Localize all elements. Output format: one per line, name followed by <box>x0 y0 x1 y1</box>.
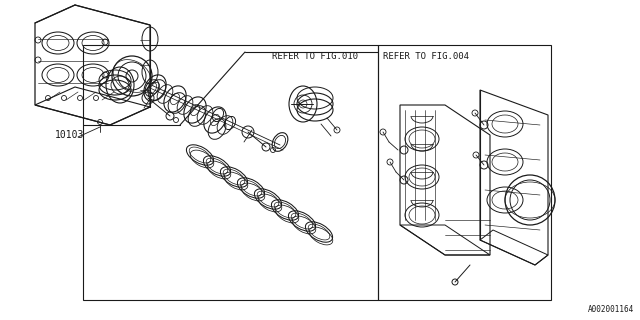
Bar <box>83 45 378 300</box>
Text: REFER TO FIG.010: REFER TO FIG.010 <box>272 52 358 61</box>
Bar <box>378 45 551 300</box>
Text: 10103: 10103 <box>55 130 84 140</box>
Text: A002001164: A002001164 <box>588 305 634 314</box>
Text: REFER TO FIG.004: REFER TO FIG.004 <box>383 52 469 61</box>
